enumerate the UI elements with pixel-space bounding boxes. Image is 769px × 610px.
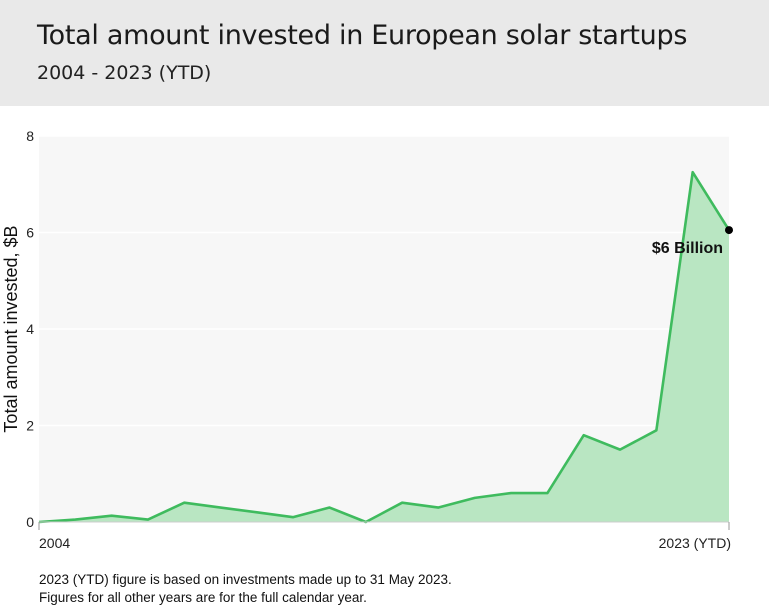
chart-subtitle: 2004 - 2023 (YTD) (37, 62, 212, 84)
footnote-line: Figures for all other years are for the … (39, 590, 367, 605)
series-line (38, 170, 731, 524)
grid-band (39, 136, 729, 233)
area-chart: 0 2 4 6 8 Total amount invested, $B 2004 2023 (… (1, 128, 733, 551)
y-tick-label: 0 (26, 514, 34, 530)
y-tick-label: 2 (26, 418, 34, 434)
x-tick-label: 2004 (39, 535, 70, 551)
footnote-line: 2023 (YTD) figure is based on investment… (39, 572, 452, 587)
y-axis-title: Total amount invested, $B (1, 225, 21, 432)
annotation-label: $6 Billion (652, 240, 723, 257)
y-tick-label: 8 (26, 128, 34, 144)
y-tick-label: 6 (26, 225, 34, 241)
chart-title: Total amount invested in European solar … (37, 20, 688, 51)
grid-band (39, 329, 729, 426)
x-tick-label: 2023 (YTD) (659, 535, 731, 551)
y-tick-label: 4 (26, 321, 34, 337)
grid-band (39, 232, 729, 329)
chart-header: Total amount invested in European solar … (0, 0, 769, 106)
annotation-marker (725, 226, 733, 235)
area-fill (39, 172, 729, 522)
footnotes: 2023 (YTD) figure is based on investment… (39, 571, 452, 607)
